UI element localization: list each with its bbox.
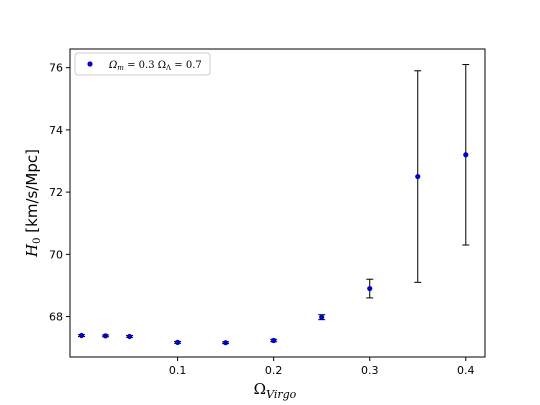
- data-point: [319, 314, 325, 320]
- x-tick-label: 0.2: [265, 364, 283, 377]
- legend-marker: [87, 61, 93, 67]
- y-tick-label: 72: [49, 186, 63, 199]
- data-point: [463, 152, 469, 158]
- y-axis-label: H0 [km/s/Mpc]: [23, 149, 43, 258]
- axis-ticks: 0.1 0.2 0.3 0.4 68 70 72 74 76: [49, 62, 475, 377]
- x-axis-label: ΩVirgo: [254, 380, 297, 401]
- x-tick-label: 0.1: [169, 364, 187, 377]
- data-point: [223, 340, 229, 346]
- data-point: [174, 339, 181, 345]
- x-tick-label: 0.4: [457, 364, 475, 377]
- y-tick-label: 76: [49, 62, 63, 75]
- data-point: [367, 285, 373, 292]
- x-tick-label: 0.3: [361, 364, 379, 377]
- legend-box: [74, 52, 211, 76]
- data-point: [415, 173, 421, 180]
- data-point: [102, 333, 109, 339]
- data-point: [78, 332, 85, 339]
- y-tick-label: 70: [49, 248, 63, 261]
- y-tick-label: 68: [49, 311, 63, 324]
- y-tick-label: 74: [49, 124, 63, 137]
- plot-area: [69, 48, 486, 358]
- errorbars: [78, 64, 470, 345]
- data-points: [78, 152, 469, 346]
- legend-label: Ωm = 0.3 ΩΛ = 0.7: [108, 60, 202, 72]
- data-point: [271, 337, 277, 344]
- data-point: [126, 333, 133, 340]
- legend: Ωm = 0.3 ΩΛ = 0.7: [74, 52, 211, 76]
